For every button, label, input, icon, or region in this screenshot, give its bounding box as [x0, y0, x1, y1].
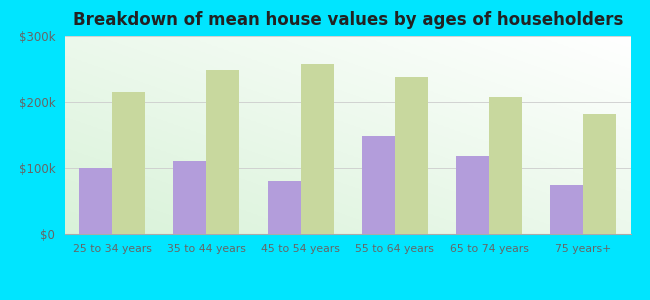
- Bar: [551, 184, 584, 234]
- Title: Breakdown of mean house values by ages of householders: Breakdown of mean house values by ages o…: [73, 11, 623, 29]
- Bar: [268, 181, 300, 234]
- Bar: [584, 114, 616, 234]
- Bar: [300, 64, 333, 234]
- Bar: [112, 92, 145, 234]
- Bar: [489, 97, 522, 234]
- Bar: [456, 156, 489, 234]
- Bar: [207, 70, 239, 234]
- Bar: [395, 77, 428, 234]
- Bar: [79, 168, 112, 234]
- Bar: [362, 136, 395, 234]
- Bar: [174, 161, 207, 234]
